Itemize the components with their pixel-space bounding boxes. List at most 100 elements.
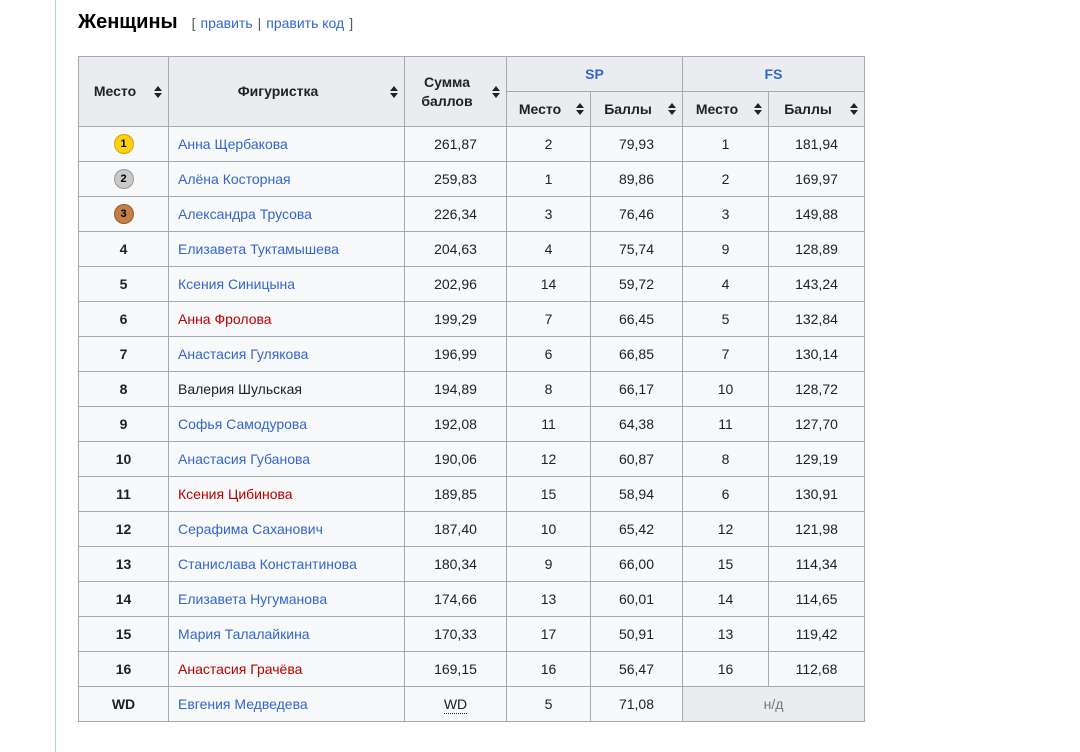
- bracket-close: ]: [349, 15, 354, 31]
- table-row: 11 Ксения Цибинова 189,85 15 58,94 6 130,91: [78, 476, 865, 512]
- place-cell: 4: [78, 231, 169, 267]
- sp-place-cell: 3: [506, 196, 591, 232]
- fs-points-cell: 112,68: [768, 651, 865, 687]
- fs-place-cell: 8: [682, 441, 769, 477]
- header-row-sub: Место Баллы Место Баллы: [79, 91, 865, 127]
- header-sp-place[interactable]: Место: [506, 91, 591, 127]
- fs-points-cell: 181,94: [768, 126, 865, 162]
- fs-place-cell: 2: [682, 161, 769, 197]
- table-row: 4 Елизавета Туктамышева 204,63 4 75,74 9 128,8…: [78, 231, 865, 267]
- edit-pipe: |: [257, 15, 262, 31]
- sp-place-cell: 16: [506, 651, 591, 687]
- header-total[interactable]: Сумма баллов: [404, 56, 507, 127]
- skater-link[interactable]: Ксения Цибинова: [178, 485, 293, 502]
- table-row: 12 Серафима Саханович 187,40 10 65,42 12 121,9…: [78, 511, 865, 547]
- fs-points-cell: 128,72: [768, 371, 865, 407]
- place-cell: 2: [78, 161, 169, 197]
- table-row: 8 Валерия Шульская 194,89 8 66,17 10 128,72: [78, 371, 865, 407]
- table-row: WD Евгения Медведева WD 5 71,08 н/д: [78, 686, 865, 722]
- header-fs: FS: [682, 56, 865, 92]
- edit-link[interactable]: править: [200, 15, 253, 31]
- skater-link[interactable]: Ксения Синицына: [178, 275, 296, 292]
- sp-place-cell: 1: [506, 161, 591, 197]
- table-row: 3 Александра Трусова 226,34 3 76,46 3 149,88: [78, 196, 865, 232]
- content-area: Женщины [править | править код] Место Фигу…: [78, 0, 865, 722]
- fs-place-cell: 13: [682, 616, 769, 652]
- header-fs-points[interactable]: Баллы: [768, 91, 865, 127]
- place-cell: 16: [78, 651, 169, 687]
- skater-link[interactable]: Елизавета Туктамышева: [178, 240, 339, 257]
- sp-place-cell: 11: [506, 406, 591, 442]
- sp-place-cell: 10: [506, 511, 591, 547]
- fs-points-cell: 119,42: [768, 616, 865, 652]
- fs-points-cell: 114,34: [768, 546, 865, 582]
- skater-link[interactable]: Анастасия Гулякова: [178, 345, 309, 362]
- sp-points-cell: 50,91: [590, 616, 683, 652]
- skater-link[interactable]: Александра Трусова: [178, 205, 312, 222]
- sp-points-cell: 66,45: [590, 301, 683, 337]
- sp-place-cell: 15: [506, 476, 591, 512]
- sp-place-cell: 17: [506, 616, 591, 652]
- fs-place-cell: 16: [682, 651, 769, 687]
- skater-link[interactable]: Евгения Медведева: [178, 695, 308, 712]
- skater-link[interactable]: Елизавета Нугуманова: [178, 590, 328, 607]
- place-cell: 10: [78, 441, 169, 477]
- edit-section: [править | править код]: [192, 15, 353, 31]
- content-left-border: [55, 0, 56, 752]
- total-cell: 170,33: [404, 616, 507, 652]
- place-cell: 3: [78, 196, 169, 232]
- sp-points-cell: 71,08: [590, 686, 683, 722]
- header-fs-points-label: Баллы: [784, 100, 832, 117]
- results-table: Место Фигуристка Сумма баллов SP FS Мест…: [78, 56, 865, 722]
- header-fs-place[interactable]: Место: [682, 91, 769, 127]
- header-skater[interactable]: Фигуристка: [168, 56, 405, 127]
- skater-link[interactable]: Анастасия Грачёва: [178, 660, 303, 677]
- header-sp-place-label: Место: [518, 100, 562, 117]
- skater-link[interactable]: Софья Самодурова: [178, 415, 307, 432]
- skater-link[interactable]: Серафима Саханович: [178, 520, 323, 537]
- skater-link[interactable]: Анастасия Губанова: [178, 450, 311, 467]
- sp-points-cell: 60,01: [590, 581, 683, 617]
- header-sp: SP: [506, 56, 683, 92]
- sp-points-cell: 59,72: [590, 266, 683, 302]
- sp-points-cell: 75,74: [590, 231, 683, 267]
- header-place-label: Место: [93, 83, 137, 99]
- total-cell: 194,89: [404, 371, 507, 407]
- skater-link[interactable]: Станислава Константинова: [178, 555, 357, 572]
- sp-place-cell: 5: [506, 686, 591, 722]
- header-place[interactable]: Место: [78, 56, 169, 127]
- place-cell: 11: [78, 476, 169, 512]
- fs-points-cell: 129,19: [768, 441, 865, 477]
- sp-points-cell: 64,38: [590, 406, 683, 442]
- fs-points-cell: 130,14: [768, 336, 865, 372]
- header-sp-points[interactable]: Баллы: [590, 91, 683, 127]
- header-fs-place-label: Место: [695, 100, 739, 117]
- place-cell: 12: [78, 511, 169, 547]
- skater-cell: Валерия Шульская: [168, 371, 405, 407]
- skater-cell: Анна Щербакова: [168, 126, 405, 162]
- place-cell: 7: [78, 336, 169, 372]
- edit-source-link[interactable]: править код: [266, 15, 345, 31]
- sp-points-cell: 56,47: [590, 651, 683, 687]
- skater-cell: Анастасия Гулякова: [168, 336, 405, 372]
- sp-points-cell: 79,93: [590, 126, 683, 162]
- fs-place-cell: 5: [682, 301, 769, 337]
- skater-link[interactable]: Мария Талалайкина: [178, 625, 310, 642]
- skater-link[interactable]: Алёна Косторная: [178, 170, 291, 187]
- sp-link[interactable]: SP: [585, 65, 604, 82]
- skater-link[interactable]: Анна Щербакова: [178, 135, 288, 152]
- sp-points-cell: 66,17: [590, 371, 683, 407]
- sort-icon: [850, 103, 859, 115]
- total-cell: 190,06: [404, 441, 507, 477]
- sp-points-cell: 65,42: [590, 511, 683, 547]
- fs-points-cell: 149,88: [768, 196, 865, 232]
- skater-cell: Анастасия Грачёва: [168, 651, 405, 687]
- fs-points-cell: 127,70: [768, 406, 865, 442]
- skater-link[interactable]: Анна Фролова: [178, 310, 272, 327]
- fs-points-cell: 132,84: [768, 301, 865, 337]
- sp-place-cell: 4: [506, 231, 591, 267]
- sp-points-cell: 66,00: [590, 546, 683, 582]
- sort-icon: [576, 103, 585, 115]
- sp-place-cell: 6: [506, 336, 591, 372]
- fs-link[interactable]: FS: [764, 65, 783, 82]
